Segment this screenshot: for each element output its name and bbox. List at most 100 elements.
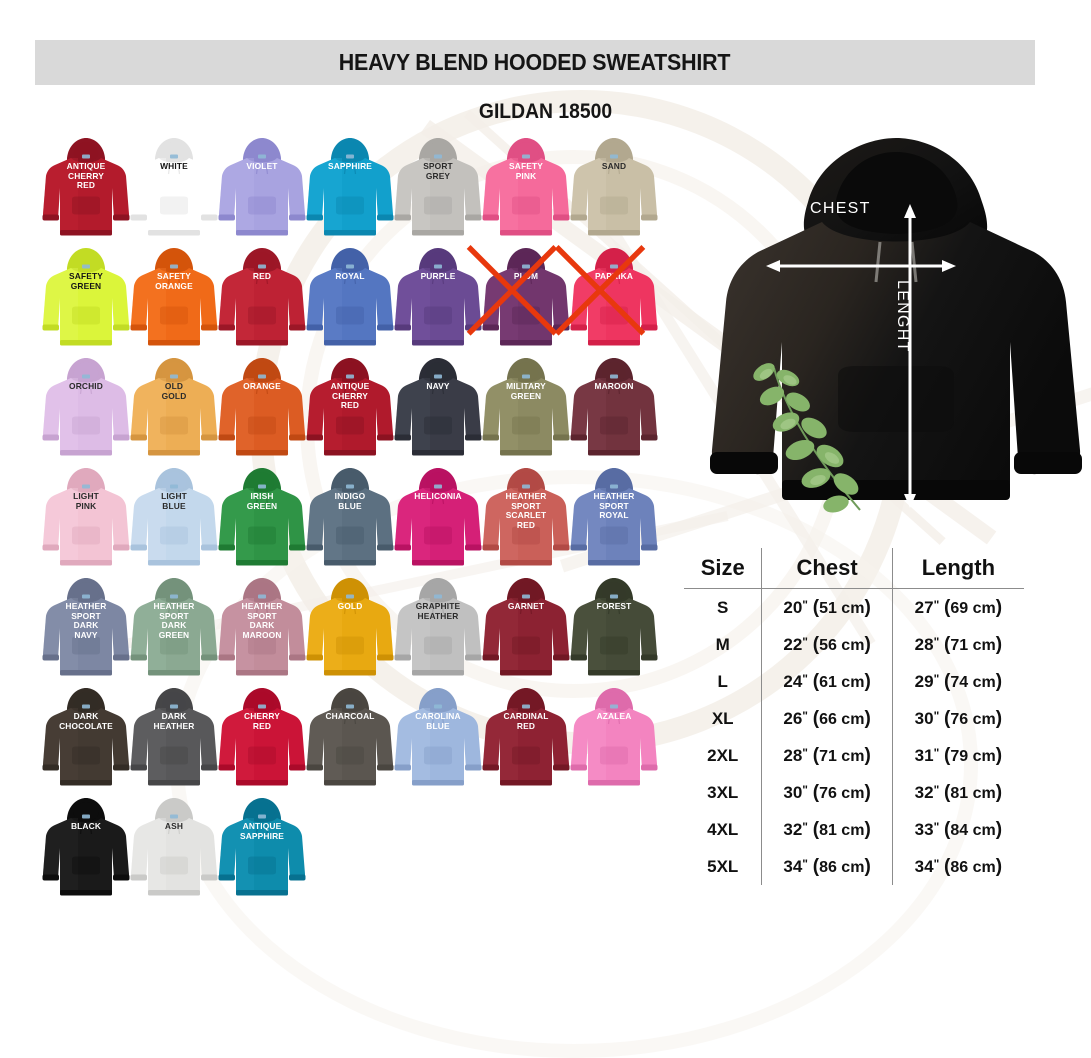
color-swatch-sand[interactable]: SAND [566, 136, 662, 246]
color-swatch-antique-cherry-red[interactable]: ANTIQUE CHERRY RED [38, 136, 134, 246]
hoodie-graphic: CHARCOAL [302, 686, 398, 794]
hoodie-graphic: VIOLET [214, 136, 310, 244]
color-swatch-orchid[interactable]: ORCHID [38, 356, 134, 466]
hoodie-graphic: MILITARY GREEN [478, 356, 574, 464]
hoodie-graphic: NAVY [390, 356, 486, 464]
size-chart-head: Size Chest Length [684, 548, 1024, 589]
color-swatch-forest[interactable]: FOREST [566, 576, 662, 686]
color-swatch-maroon[interactable]: MAROON [566, 356, 662, 466]
color-swatch-navy[interactable]: NAVY [390, 356, 486, 466]
hoodie-graphic: DARK HEATHER [126, 686, 222, 794]
color-swatch-light-pink[interactable]: LIGHT PINK [38, 466, 134, 576]
hoodie-graphic: ANTIQUE CHERRY RED [302, 356, 398, 464]
hoodie-graphic: HEATHER SPORT DARK MAROON [214, 576, 310, 684]
swatch-row: ORCHID OLD GOLD ORANGE [38, 356, 698, 466]
leaf-sprig-decoration [753, 363, 861, 513]
color-swatch-carolina-blue[interactable]: CAROLINA BLUE [390, 686, 486, 796]
table-row: S 20" (51 cm) 27" (69 cm) [684, 588, 1024, 626]
hoodie-graphic: GOLD [302, 576, 398, 684]
color-swatch-heather-sport-scarlet-red[interactable]: HEATHER SPORT SCARLET RED [478, 466, 574, 576]
cell-chest: 32" (81 cm) [761, 811, 893, 848]
color-swatch-antique-sapphire[interactable]: ANTIQUE SAPPHIRE [214, 796, 310, 906]
hoodie-graphic: ROYAL [302, 246, 398, 354]
cell-length: 28" (71 cm) [891, 626, 1024, 663]
color-swatch-dark-heather[interactable]: DARK HEATHER [126, 686, 222, 796]
color-swatch-dark-chocolate[interactable]: DARK CHOCOLATE [38, 686, 134, 796]
color-swatch-heliconia[interactable]: HELICONIA [390, 466, 486, 576]
hoodie-graphic: HEATHER SPORT DARK NAVY [38, 576, 134, 684]
cell-size: 5XL [707, 856, 739, 876]
table-row: 3XL 30" (76 cm) 32" (81 cm) [684, 774, 1024, 811]
table-row: XL 26" (66 cm) 30" (76 cm) [684, 700, 1024, 737]
cell-size: 3XL [707, 782, 739, 802]
color-swatch-garnet[interactable]: GARNET [478, 576, 574, 686]
hoodie-graphic: CHERRY RED [214, 686, 310, 794]
color-swatch-indigo-blue[interactable]: INDIGO BLUE [302, 466, 398, 576]
color-swatch-paprika[interactable]: PAPRIKA [554, 245, 662, 356]
color-swatch-red[interactable]: RED [214, 246, 310, 356]
page-title: HEAVY BLEND HOODED SWEATSHIRT [339, 49, 731, 75]
color-swatch-military-green[interactable]: MILITARY GREEN [478, 356, 574, 466]
color-swatch-purple[interactable]: PURPLE [390, 246, 486, 356]
table-row: L 24" (61 cm) 29" (74 cm) [684, 663, 1024, 700]
hoodie-graphic: CARDINAL RED [478, 686, 574, 794]
color-swatch-violet[interactable]: VIOLET [214, 136, 310, 246]
color-swatch-sport-grey[interactable]: SPORT GREY [390, 136, 486, 246]
color-swatch-heather-sport-dark-navy[interactable]: HEATHER SPORT DARK NAVY [38, 576, 134, 686]
hoodie-graphic: FOREST [566, 576, 662, 684]
color-swatch-heather-sport-royal[interactable]: HEATHER SPORT ROYAL [566, 466, 662, 576]
color-swatch-heather-sport-dark-maroon[interactable]: HEATHER SPORT DARK MAROON [214, 576, 310, 686]
hoodie-graphic: HEATHER SPORT ROYAL [566, 466, 662, 574]
color-swatch-black[interactable]: BLACK [38, 796, 134, 906]
cell-size: 4XL [707, 819, 739, 839]
color-swatch-white[interactable]: WHITE [126, 136, 222, 246]
color-swatch-irish-green[interactable]: IRISH GREEN [214, 466, 310, 576]
black-hoodie-illustration [710, 138, 1082, 508]
color-swatch-azalea[interactable]: AZALEA [566, 686, 662, 796]
color-swatch-light-blue[interactable]: LIGHT BLUE [126, 466, 222, 576]
cell-chest: 20" (51 cm) [761, 588, 893, 626]
cell-size: M [715, 634, 730, 654]
hoodie-graphic: SAFETY PINK [478, 136, 574, 244]
cell-chest: 22" (56 cm) [761, 626, 893, 663]
hoodie-graphic: INDIGO BLUE [302, 466, 398, 574]
color-swatch-gold[interactable]: GOLD [302, 576, 398, 686]
swatch-row: LIGHT PINK LIGHT BLUE IRISH GREEN [38, 466, 698, 576]
color-swatch-charcoal[interactable]: CHARCOAL [302, 686, 398, 796]
color-swatch-ash[interactable]: ASH [126, 796, 222, 906]
measurement-diagram: CHEST LENGHT [700, 130, 1091, 540]
swatch-row: BLACK ASH ANTIQUE SAPPHIRE [38, 796, 698, 906]
color-swatch-safety-pink[interactable]: SAFETY PINK [478, 136, 574, 246]
hoodie-graphic: MAROON [566, 356, 662, 464]
swatch-row: DARK CHOCOLATE DARK HEATHER CHERRY RED [38, 686, 698, 796]
chest-measure-label: CHEST [810, 200, 871, 217]
color-swatch-heather-sport-dark-green[interactable]: HEATHER SPORT DARK GREEN [126, 576, 222, 686]
hoodie-graphic: HELICONIA [390, 466, 486, 574]
hoodie-graphic: SPORT GREY [390, 136, 486, 244]
cell-length: 32" (81 cm) [891, 774, 1024, 811]
hoodie-graphic: PAPRIKA [554, 245, 662, 354]
color-swatch-safety-green[interactable]: SAFETY GREEN [38, 246, 134, 356]
color-swatch-orange[interactable]: ORANGE [214, 356, 310, 466]
color-swatch-royal[interactable]: ROYAL [302, 246, 398, 356]
color-swatch-cherry-red[interactable]: CHERRY RED [214, 686, 310, 796]
color-swatch-safety-orange[interactable]: SAFETY ORANGE [126, 246, 222, 356]
color-swatch-plum[interactable]: PLUM [466, 245, 574, 356]
color-swatch-cardinal-red[interactable]: CARDINAL RED [478, 686, 574, 796]
hoodie-graphic: SAND [566, 136, 662, 244]
hoodie-graphic: SAFETY GREEN [38, 246, 134, 354]
table-row: 4XL 32" (81 cm) 33" (84 cm) [684, 811, 1024, 848]
hoodie-graphic: WHITE [126, 136, 222, 244]
color-swatch-antique-cherry-red[interactable]: ANTIQUE CHERRY RED [302, 356, 398, 466]
color-swatch-sapphire[interactable]: SAPPHIRE [302, 136, 398, 246]
cell-length: 33" (84 cm) [891, 811, 1024, 848]
table-row: 5XL 34" (86 cm) 34" (86 cm) [684, 848, 1024, 885]
cell-length: 30" (76 cm) [891, 700, 1024, 737]
hoodie-graphic: ORANGE [214, 356, 310, 464]
color-swatch-old-gold[interactable]: OLD GOLD [126, 356, 222, 466]
cell-size: L [717, 671, 728, 691]
hoodie-graphic: BLACK [38, 796, 134, 904]
color-swatch-graphite-heather[interactable]: GRAPHITE HEATHER [390, 576, 486, 686]
size-chart-body: S 20" (51 cm) 27" (69 cm) M 22" (56 cm) 28" (… [684, 588, 1024, 885]
hoodie-graphic: ORCHID [38, 356, 134, 464]
